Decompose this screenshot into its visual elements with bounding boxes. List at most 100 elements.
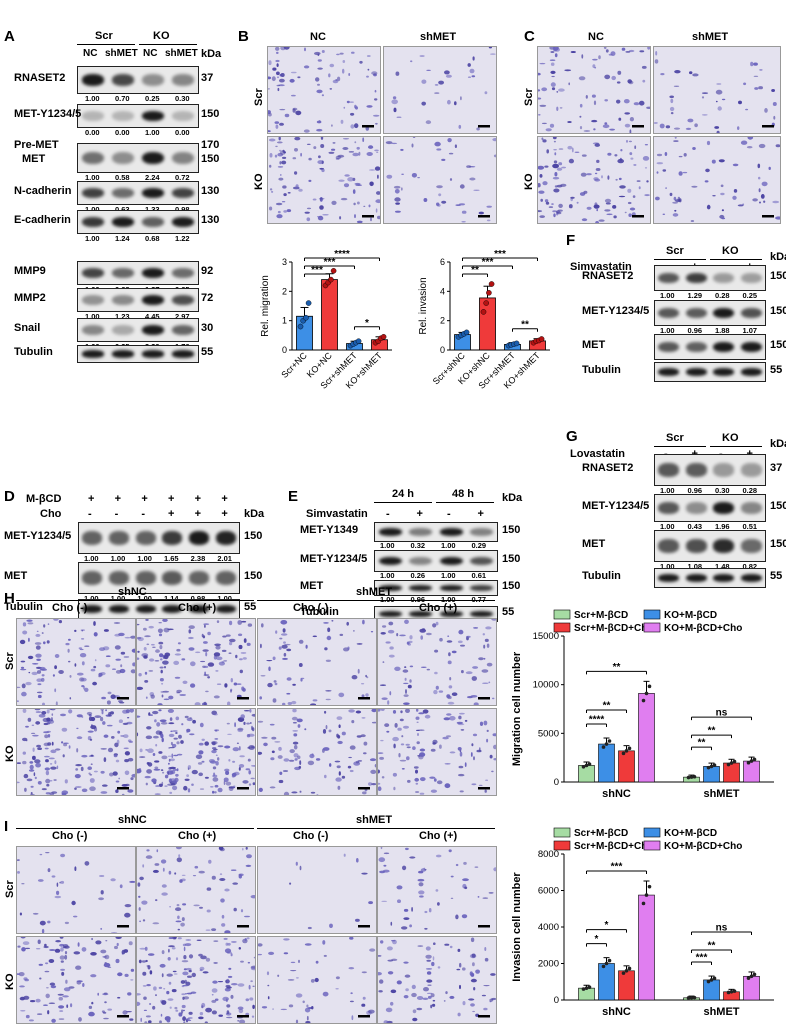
sig-stars: * [365,318,369,329]
time-label: 24 h [392,488,415,500]
bar [479,297,496,351]
lane-label: NC [143,48,158,59]
x-tick-label: shNC [602,1006,631,1018]
group-label: KO [722,432,739,444]
blot-band [713,539,735,553]
quant-value: 0.63 [115,205,130,214]
treatment-sign: - [88,508,92,520]
blot-band [378,610,402,618]
quant-value: 0.32 [410,541,426,550]
micrograph-panelI-0-1 [136,846,256,934]
quant-value: 1.24 [115,234,130,243]
kda-label: 92 [201,265,214,277]
scale-bar [762,125,774,128]
blot-band [685,463,707,477]
col-label: Cho (+) [178,602,217,614]
blot-band [171,188,195,198]
data-point [712,763,717,767]
kda-label: 72 [201,292,214,304]
data-point [647,684,652,689]
legend-label: Scr+M-βCD [574,828,628,839]
panel-label-d: D [4,488,15,505]
data-point [305,300,312,306]
blot-e-met [374,580,498,596]
protein-label: N-cadherin [14,185,72,197]
data-point [692,774,697,779]
blot-panelF-met-y1234/5 [654,300,766,326]
scale-bar [358,787,370,790]
legend-label: Scr+M-βCD [574,610,628,621]
y-tick-label: 0 [554,777,559,788]
blot-band [81,295,105,305]
blot-band [81,217,105,227]
blot-band [439,584,463,592]
data-point [463,329,470,336]
sig-stars: *** [311,265,323,276]
blot-band [188,571,210,585]
scale-bar [358,697,370,700]
blot-band [141,268,165,278]
scale-bar [358,1015,370,1018]
quant-value: 1.00 [137,594,152,603]
y-tick-label: 1 [282,316,287,326]
blot-band [378,584,402,592]
kda-label: 150 [502,553,521,565]
data-point [686,775,691,780]
blot-band [82,531,103,545]
cell-stain [378,937,496,1023]
group-underline [257,828,495,829]
quant-value: 1.96 [715,522,730,531]
group-underline [16,600,254,601]
quant-value: 0.82 [742,562,758,571]
blot-panelF-tubulin [654,362,766,382]
data-point [604,742,609,746]
y-tick-label: 4 [440,286,445,296]
blot-band [215,571,236,585]
data-point [644,691,649,696]
cell-stain [17,852,135,933]
bar [598,963,615,1001]
kda-label: 150 [770,500,786,512]
col-label: NC [588,31,604,43]
scale-bar [478,787,490,790]
blot-band [81,268,105,278]
sig-stars: **** [334,250,350,260]
data-point [712,976,717,981]
row-label: KO [253,173,265,191]
quant-value: 0.28 [742,486,758,495]
treatment-sign: + [88,493,95,505]
micrograph-panelH-0-0 [16,618,136,706]
scale-bar [478,697,490,700]
panel-label-f: F [566,232,576,249]
protein-label: MET-Y1234/5 [582,305,650,317]
bar [598,743,615,783]
data-point [587,762,592,766]
micrograph-panelH-1-2 [257,708,377,796]
bar [638,894,655,1001]
micrograph-panelI-0-2 [257,846,377,934]
quant-value: 1.00 [85,94,100,103]
group-underline [654,446,706,447]
blot-band [108,531,130,545]
treatment-sign: + [141,493,148,505]
blot-band [171,325,195,335]
quant-value: 0.00 [115,128,130,137]
cell-stain [259,619,374,705]
blot-rnaset2 [77,66,199,94]
y-tick-label: 6000 [538,886,559,897]
blot-band [162,531,183,545]
data-point [297,323,304,330]
treatment-sign: + [221,493,228,505]
cell-stain [538,47,650,133]
cell-stain [17,619,135,705]
col-label: Cho (+) [178,830,217,842]
group-label: shNC [118,586,147,598]
bar [618,970,635,1001]
quant-value: 0.98 [191,594,206,603]
blot-band [713,307,735,319]
drug-label: Lovastatin [570,448,626,460]
blot-band [141,188,165,198]
quant-value: 0.26 [410,571,426,580]
scale-bar [117,697,129,700]
